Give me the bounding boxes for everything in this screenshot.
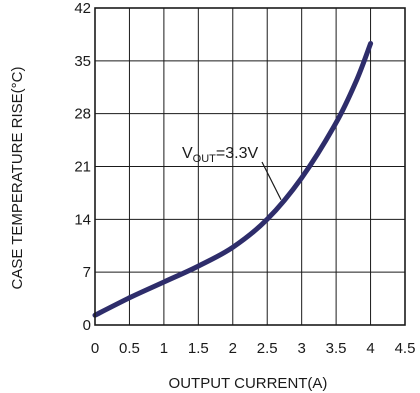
y-axis-label: CASE TEMPERATURE RISE(°C) (9, 67, 26, 290)
x-tick-label: 1 (160, 340, 168, 357)
y-tick-label: 42 (74, 0, 91, 17)
y-tick-label: 7 (83, 264, 91, 281)
grid (94, 7, 406, 326)
x-tick-label: 0 (91, 340, 99, 357)
y-tick-label: 35 (74, 53, 91, 70)
x-tick-label: 1.5 (188, 340, 209, 357)
x-tick-label: 0.5 (119, 340, 140, 357)
y-tick-label: 14 (74, 211, 91, 228)
annotation-label-main: V (182, 145, 193, 162)
x-axis-label: OUTPUT CURRENT(A) (169, 375, 328, 392)
x-tick-label: 3 (297, 340, 305, 357)
x-tick-label: 2.5 (257, 340, 278, 357)
x-tick-labels: 0 0.5 1 1.5 2 2.5 3 3.5 4 4.5 (91, 340, 416, 357)
series-line (92, 41, 374, 318)
y-tick-label: 28 (74, 106, 91, 123)
y-tick-labels: 0 7 14 21 28 35 42 (74, 0, 91, 334)
x-tick-label: 2 (229, 340, 237, 357)
annotation-label-sub: OUT (193, 153, 217, 165)
plot-frame (94, 7, 406, 326)
x-tick-label: 4 (366, 340, 374, 357)
series-layer (92, 41, 374, 318)
y-tick-label: 21 (74, 159, 91, 176)
annotation-pointer (261, 161, 282, 200)
y-tick-label: 0 (83, 317, 91, 334)
x-tick-label: 4.5 (395, 340, 416, 357)
annotation-label-rest: =3.3V (216, 145, 259, 162)
x-tick-label: 3.5 (326, 340, 347, 357)
annotation-label: VOUT=3.3V (182, 145, 258, 165)
